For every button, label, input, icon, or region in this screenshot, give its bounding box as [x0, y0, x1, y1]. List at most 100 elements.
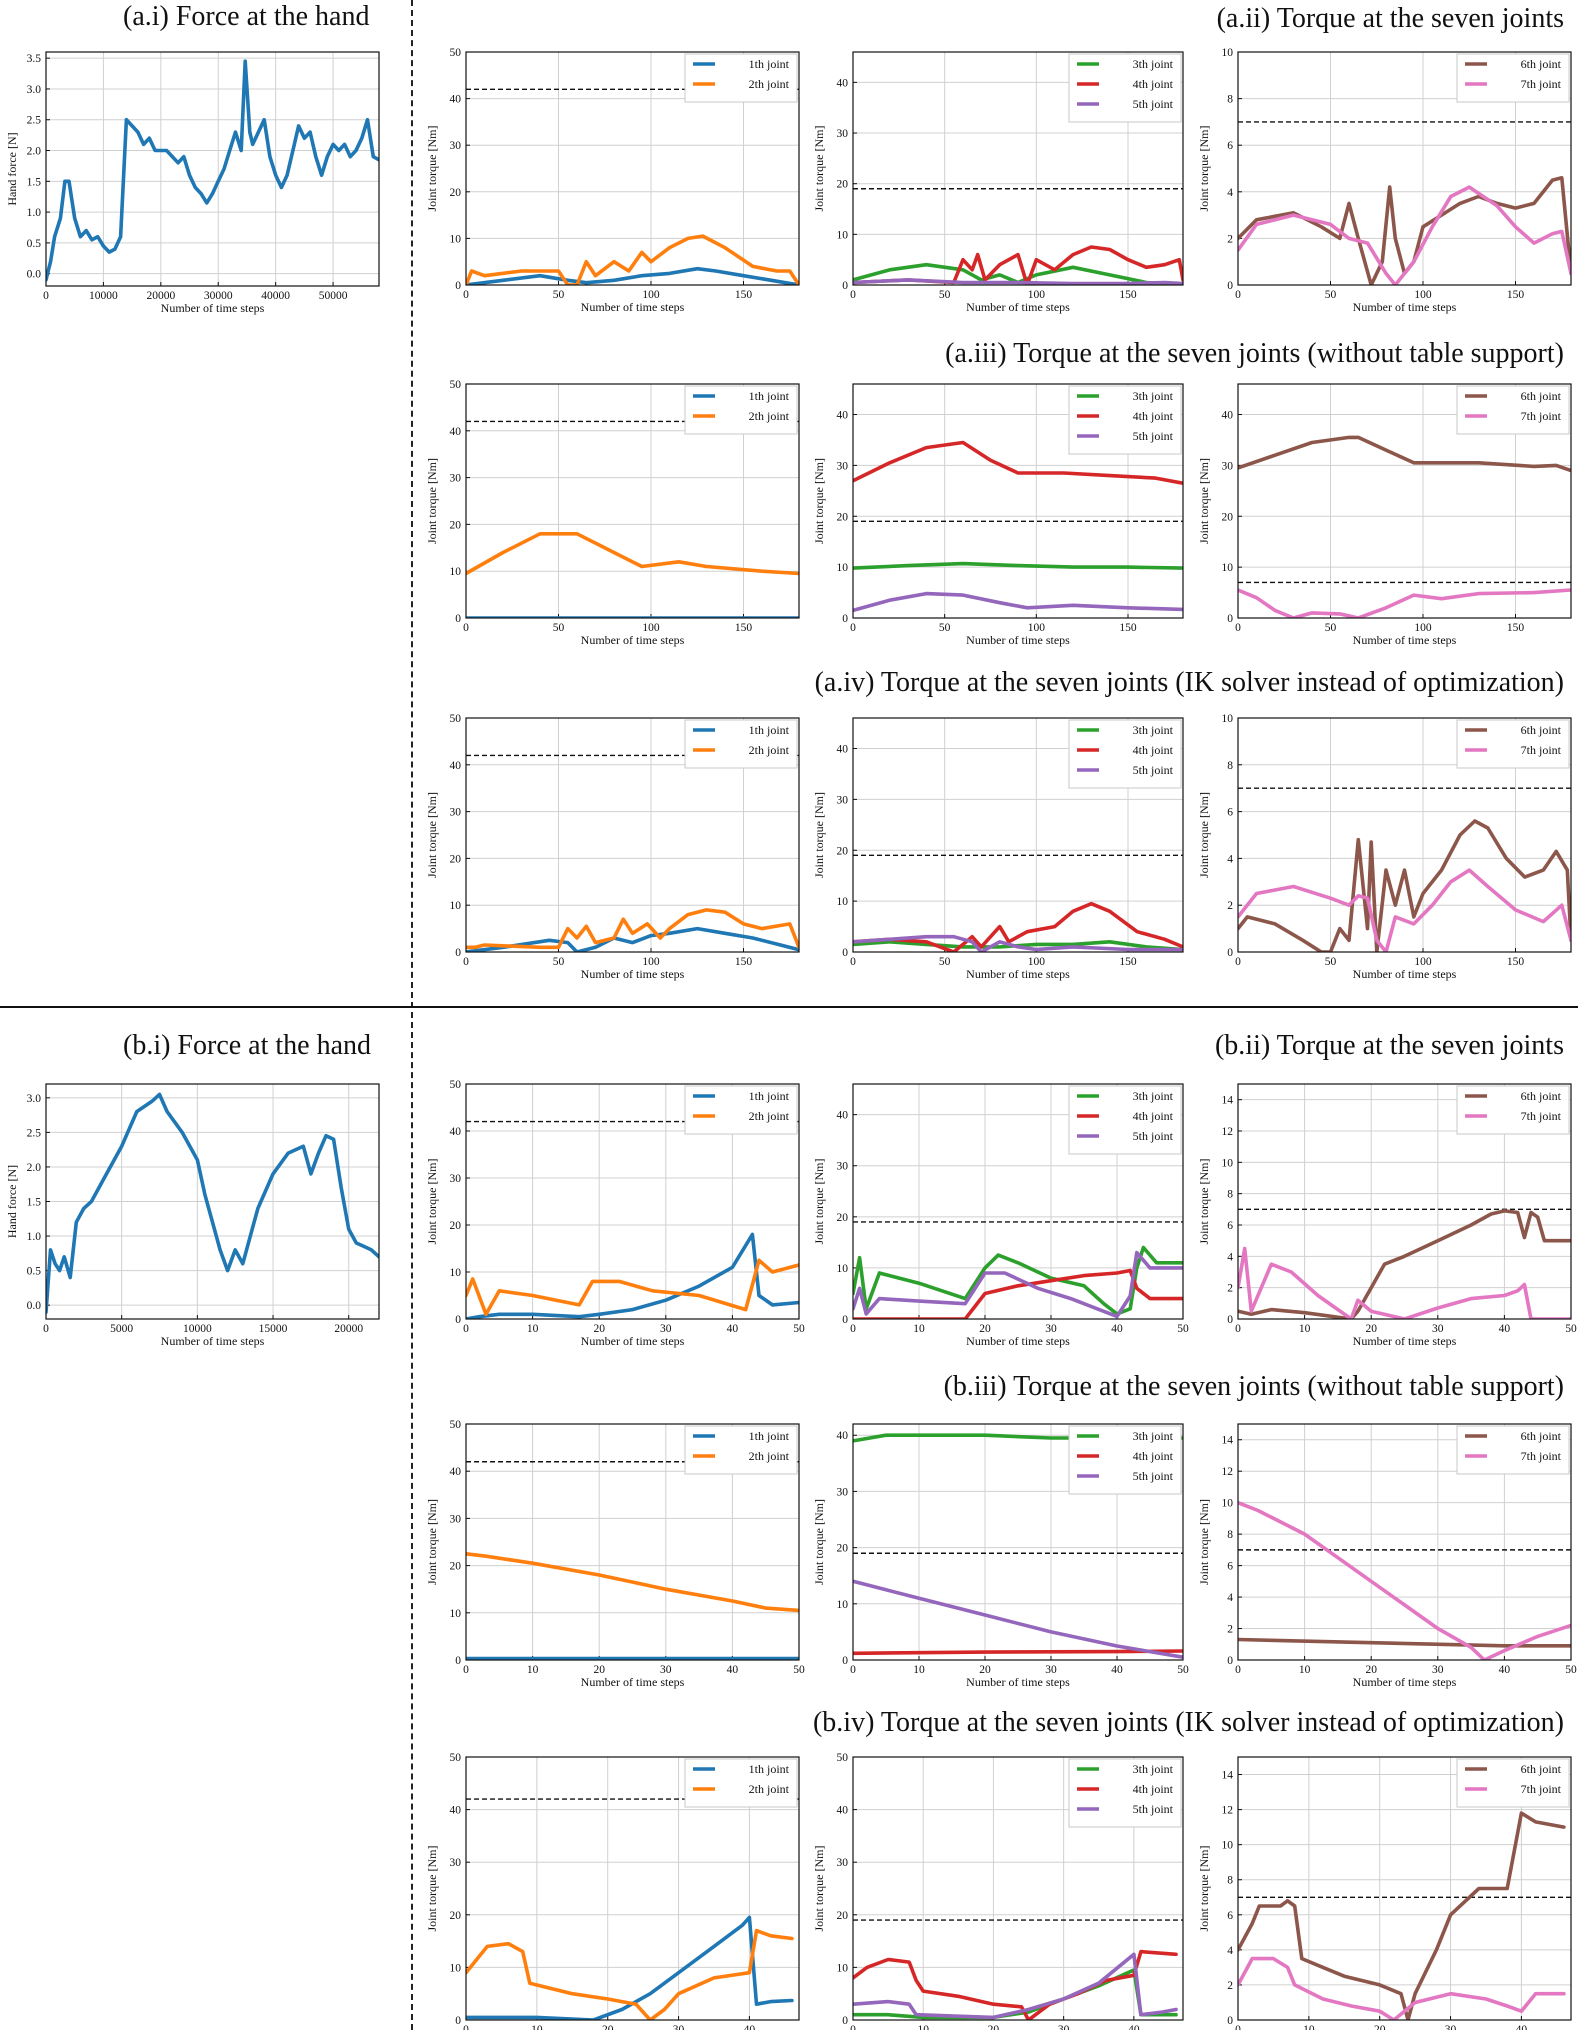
y-tick-label: 10: [450, 566, 462, 578]
title-a-iii: (a.iii) Torque at the seven joints (with…: [945, 338, 1564, 369]
y-tick-label: 10: [837, 229, 849, 241]
series-line: [853, 278, 1183, 285]
x-tick-label: 50: [793, 1323, 805, 1335]
x-tick-label: 150: [1119, 622, 1137, 634]
x-tick-label: 30: [673, 2024, 685, 2030]
y-axis-label: Hand force [N]: [5, 132, 19, 205]
x-tick-label: 15000: [259, 1323, 288, 1335]
legend-box: [1456, 385, 1570, 435]
y-axis-label: Joint torque [Nm]: [1197, 792, 1211, 878]
y-tick-label: 50: [450, 1752, 462, 1764]
series-group: [853, 1949, 1178, 2020]
x-axis-label: Number of time steps: [1353, 1675, 1457, 1689]
series-group: [1238, 1209, 1571, 1319]
series-line: [853, 1268, 1183, 1319]
x-tick-label: 100: [1414, 289, 1432, 301]
y-tick-label: 2.0: [27, 1162, 42, 1174]
x-tick-label: 20: [1365, 1664, 1377, 1676]
x-tick-label: 20: [593, 1664, 605, 1676]
y-tick-label: 10: [1222, 1498, 1234, 1510]
plot-frame: [1237, 717, 1572, 953]
y-tick-label: 30: [450, 807, 462, 819]
title-b-iii: (b.iii) Torque at the seven joints (with…: [943, 1371, 1564, 1402]
series-line: [853, 591, 1183, 613]
x-tick-label: 0: [463, 289, 469, 301]
vertical-divider: [411, 0, 413, 2030]
x-tick-label: 40000: [261, 290, 290, 302]
y-tick-label: 20: [837, 1212, 849, 1224]
y-tick-label: 40: [450, 1126, 462, 1138]
y-tick-label: 2.5: [27, 1127, 42, 1139]
plot-frame: [465, 1083, 800, 1320]
chart-a_iv_2: 0 50 100 150 0 10 20 30 40 Number of time steps Jo…: [812, 717, 1184, 981]
legend-box: [1456, 53, 1570, 103]
x-tick-label: 100: [1028, 622, 1046, 634]
series-line: [1238, 868, 1571, 952]
series-group: [46, 1092, 379, 1314]
series-line: [1238, 1500, 1571, 1660]
x-tick-label: 40: [727, 1323, 739, 1335]
x-tick-label: 40: [744, 2024, 756, 2030]
y-tick-label: 30: [450, 473, 462, 485]
y-axis-label: Joint torque [Nm]: [812, 1846, 826, 1932]
title-b-ii: (b.ii) Torque at the seven joints: [1214, 1030, 1564, 1061]
y-tick-label: 4: [1227, 853, 1233, 865]
x-tick-label: 40: [1516, 2024, 1528, 2030]
y-tick-label: 14: [1222, 1770, 1234, 1782]
legend-label: 7th joint: [1521, 1449, 1562, 1463]
y-axis-label: Joint torque [Nm]: [425, 792, 439, 878]
y-tick-label: 10: [1222, 1157, 1234, 1169]
x-tick-label: 20000: [334, 1323, 363, 1335]
series-group: [853, 245, 1183, 285]
y-tick-label: 50: [450, 1079, 462, 1091]
series-line: [853, 262, 1183, 285]
y-tick-label: 0.0: [27, 269, 42, 281]
x-tick-label: 10: [1303, 2024, 1315, 2030]
series-line: [466, 1232, 799, 1319]
plot-frame: [852, 51, 1184, 286]
legend-label: 3th joint: [1133, 1089, 1174, 1103]
y-tick-label: 0: [1227, 280, 1233, 292]
y-tick-label: 0: [455, 1314, 461, 1326]
series-group: [853, 1245, 1183, 1319]
y-tick-label: 14: [1222, 1095, 1234, 1107]
y-tick-label: 0.5: [27, 238, 42, 250]
y-tick-label: 30: [450, 140, 462, 152]
legend-label: 1th joint: [749, 57, 790, 71]
y-tick-label: 12: [1222, 1466, 1234, 1478]
series-line: [853, 1250, 1183, 1319]
y-tick-label: 6: [1227, 1910, 1233, 1922]
y-tick-label: 40: [1222, 410, 1234, 422]
plot-frame: [1237, 1083, 1572, 1320]
series-line: [1238, 1246, 1571, 1319]
series-line: [853, 440, 1183, 485]
legend-label: 5th joint: [1133, 1802, 1174, 1816]
y-axis-label: Joint torque [Nm]: [425, 126, 439, 212]
x-axis-label: Number of time steps: [1353, 1334, 1457, 1348]
x-tick-label: 20000: [146, 290, 175, 302]
y-tick-label: 20: [450, 1910, 462, 1922]
x-tick-label: 150: [735, 622, 753, 634]
legend-label: 3th joint: [1133, 57, 1174, 71]
x-tick-label: 0: [1235, 1323, 1241, 1335]
x-tick-label: 20: [979, 1664, 991, 1676]
legend-box: [684, 1085, 798, 1135]
y-tick-label: 0: [455, 2015, 461, 2027]
series-group: [466, 1232, 799, 1319]
x-tick-label: 0: [1235, 289, 1241, 301]
x-tick-label: 0: [850, 1664, 856, 1676]
plot-frame: [45, 51, 380, 287]
x-tick-label: 0: [1235, 956, 1241, 968]
x-tick-label: 0: [1235, 1664, 1241, 1676]
series-group: [1238, 819, 1571, 952]
x-tick-label: 10: [1299, 1664, 1311, 1676]
chart-a_iv_3: 0 50 100 150 0 2 4 6 8 10 Number of time steps Join…: [1197, 713, 1572, 981]
series-line: [1238, 185, 1571, 285]
x-tick-label: 50: [1177, 1664, 1189, 1676]
y-tick-label: 30: [837, 794, 849, 806]
y-tick-label: 6: [1227, 140, 1233, 152]
y-tick-label: 14: [1222, 1435, 1234, 1447]
series-line: [466, 926, 799, 952]
y-tick-label: 10: [837, 1599, 849, 1611]
